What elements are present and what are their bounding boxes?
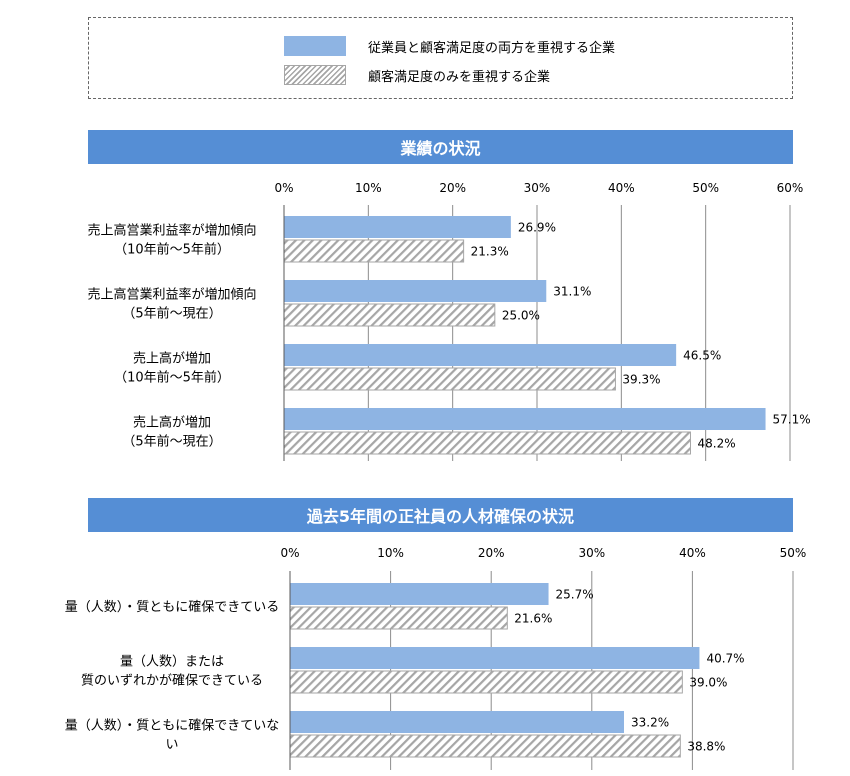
category-label: 売上高が増加	[133, 415, 211, 431]
tick-label: 0%	[280, 546, 299, 560]
data-label: 48.2%	[697, 437, 735, 451]
data-label: 25.0%	[502, 309, 540, 323]
tick-label: 40%	[679, 546, 706, 560]
category-label: （10年前～5年前）	[114, 370, 230, 386]
tick-label: 30%	[524, 181, 551, 195]
data-label: 21.3%	[471, 245, 509, 259]
tick-label: 40%	[608, 181, 635, 195]
bar-customer-only	[289, 606, 508, 630]
tick-label: 30%	[578, 546, 605, 560]
category-label: 量（人数）・質ともに確保できていな	[65, 718, 280, 734]
tick-label: 10%	[377, 546, 404, 560]
category-label: 量（人数）または	[120, 655, 224, 670]
data-label: 26.9%	[518, 221, 556, 235]
tick-label: 10%	[355, 181, 382, 195]
legend: 従業員と顧客満足度の両方を重視する企業 顧客満足度のみを重視する企業	[88, 17, 793, 99]
tick-label: 0%	[274, 181, 293, 195]
category-label: 量（人数）・質ともに確保できている	[65, 599, 280, 615]
category-label: い	[165, 738, 178, 753]
category-label: （5年前～現在）	[122, 306, 221, 322]
tick-label: 50%	[692, 181, 719, 195]
category-label: （10年前～5年前）	[114, 242, 230, 258]
bar-both	[284, 344, 677, 366]
chart-2-title: 過去5年間の正社員の人材確保の状況	[88, 498, 793, 532]
data-label: 33.2%	[631, 716, 669, 730]
bar-customer-only	[289, 670, 683, 694]
bar-both	[284, 216, 511, 238]
bar-customer-only	[289, 734, 681, 758]
data-label: 46.5%	[683, 349, 721, 363]
bar-both	[290, 583, 549, 605]
data-label: 21.6%	[514, 612, 552, 626]
legend-label-customer-only: 顧客満足度のみを重視する企業	[368, 69, 551, 85]
tick-label: 20%	[439, 181, 466, 195]
category-label: 売上高営業利益率が増加傾向	[87, 223, 256, 239]
data-label: 39.0%	[689, 676, 727, 690]
data-label: 40.7%	[706, 652, 744, 666]
category-label: 売上高が増加	[133, 351, 211, 367]
category-label: （5年前～現在）	[122, 434, 221, 450]
legend-item-customer-only: 顧客満足度のみを重視する企業	[284, 65, 550, 85]
chart-1-title: 業績の状況	[88, 130, 793, 164]
tick-label: 60%	[777, 181, 804, 195]
category-label: 売上高営業利益率が増加傾向	[87, 287, 256, 303]
data-label: 31.1%	[553, 285, 591, 299]
data-label: 25.7%	[556, 588, 594, 602]
data-label: 38.8%	[687, 740, 725, 754]
chart-performance: 0% 10% 20% 30% 40% 50% 60% 売上高営業利益率が増加傾向 （10年前～5…	[87, 181, 811, 461]
legend-swatch-hatched	[284, 65, 346, 85]
bar-both	[284, 280, 547, 302]
bar-both	[290, 647, 700, 669]
legend-swatch-solid	[284, 36, 346, 56]
data-label: 39.3%	[622, 373, 660, 387]
category-label: 質のいずれかが確保できている	[81, 673, 263, 689]
legend-label-both: 従業員と顧客満足度の両方を重視する企業	[368, 40, 616, 56]
tick-label: 50%	[780, 546, 807, 560]
tick-label: 20%	[478, 546, 505, 560]
bar-both	[290, 711, 624, 733]
bar-both	[284, 408, 766, 430]
legend-item-both: 従業員と顧客満足度の両方を重視する企業	[284, 36, 615, 56]
data-label: 57.1%	[773, 413, 811, 427]
